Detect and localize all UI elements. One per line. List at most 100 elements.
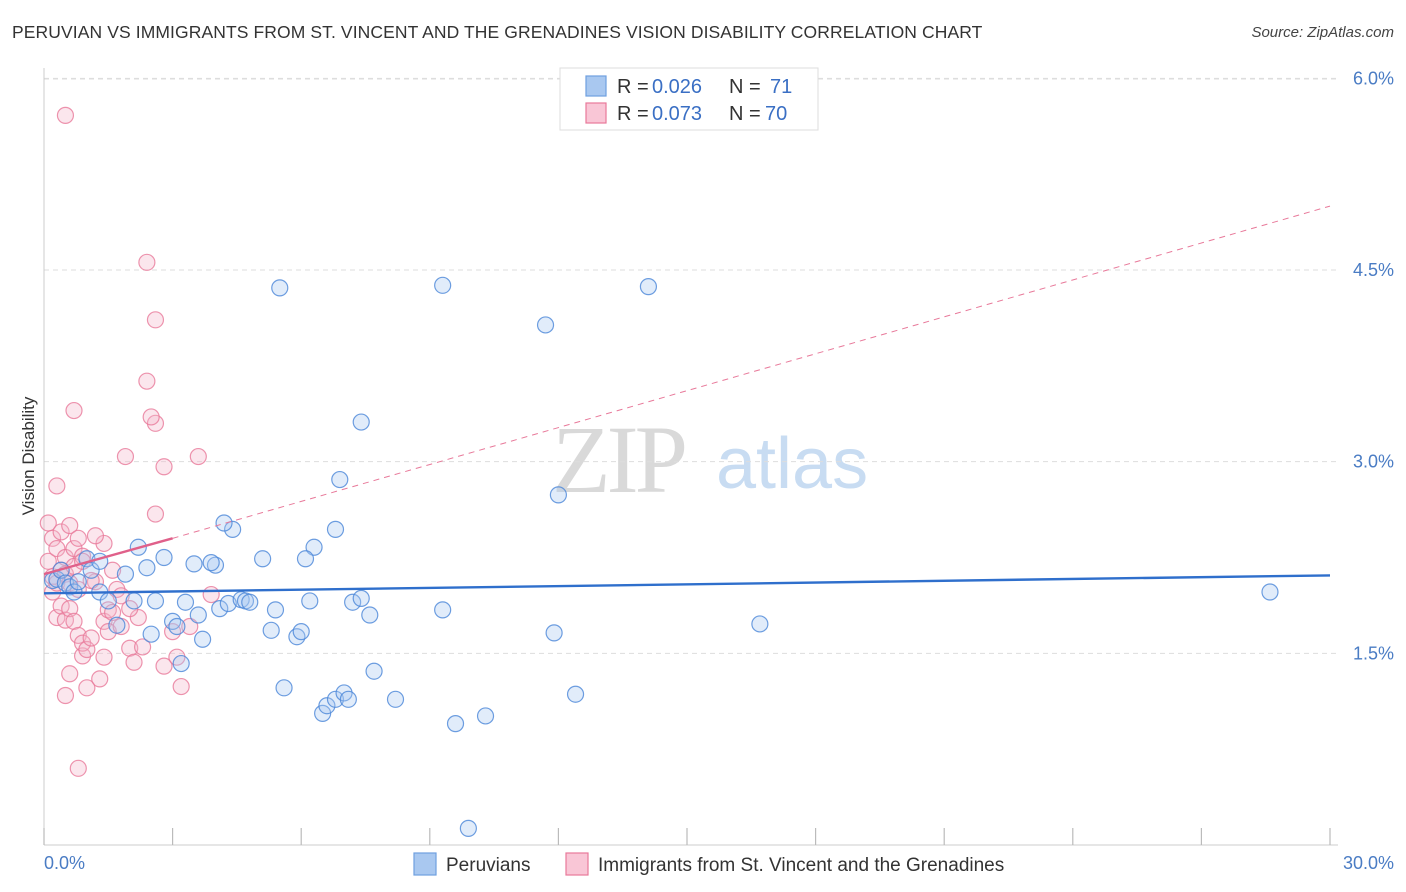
immigrants-point-47 <box>138 372 156 390</box>
watermark: ZIP atlas <box>552 406 868 513</box>
peruvians-point-24 <box>185 555 203 573</box>
peruvians-point-67 <box>639 278 658 296</box>
stats-n-value-blue: 71 <box>770 76 792 98</box>
peruvians-point-23 <box>176 593 195 611</box>
peruvians-point-41 <box>305 538 323 556</box>
peruvians-point-56 <box>545 624 563 642</box>
immigrants-point-62 <box>82 571 100 590</box>
axes <box>43 68 1338 846</box>
immigrants-point-69 <box>61 665 79 683</box>
immigrants-point-56 <box>202 585 220 604</box>
immigrants-point-19 <box>61 600 79 618</box>
legend-label-peruvians: Peruvians <box>446 855 531 876</box>
x-tick-label-min: 0.0% <box>44 853 85 873</box>
immigrants-point-57 <box>146 311 165 329</box>
immigrants-point-18 <box>61 574 79 592</box>
peruvians-point-26 <box>194 630 212 648</box>
peruvians-point-22 <box>172 654 190 673</box>
stats-n-label-pink: N = <box>729 103 761 125</box>
trend-lines <box>43 205 1331 595</box>
immigrants-point-45 <box>129 608 147 627</box>
trend-line-immigrants-extended <box>172 205 1331 539</box>
legend-swatch-peruvians <box>413 852 437 876</box>
peruvians-point-64 <box>271 279 289 297</box>
immigrants-point-24 <box>69 529 87 547</box>
immigrants-point-33 <box>82 629 100 647</box>
peruvians-point-57 <box>566 685 585 703</box>
peruvians-point-66 <box>536 316 555 334</box>
peruvians-point-37 <box>275 679 293 697</box>
peruvians-point-36 <box>266 601 285 619</box>
immigrants-point-2 <box>43 529 62 547</box>
watermark-atlas: atlas <box>716 424 868 504</box>
peruvians-point-13 <box>116 565 135 583</box>
peruvians-point-34 <box>254 550 272 568</box>
trend-line-peruvians <box>43 574 1331 595</box>
legend-label-immigrants: Immigrants from St. Vincent and the Gren… <box>598 855 1004 876</box>
peruvians-point-6 <box>69 573 87 591</box>
immigrants-point-15 <box>56 686 75 705</box>
immigrants-point-37 <box>99 623 117 641</box>
peruvians-point-46 <box>339 690 357 708</box>
immigrants-point-9 <box>52 523 70 541</box>
stats-box: R = 0.026 N = 71 R = 0.073 N = 70 <box>559 67 819 131</box>
y-axis-title: Vision Disability <box>19 396 38 515</box>
stats-r-label-pink: R = <box>617 103 649 125</box>
immigrants-point-54 <box>181 617 199 636</box>
y-tick-label-2: 4.5% <box>1353 260 1394 280</box>
peruvians-point-25 <box>189 606 207 624</box>
peruvians-point-59 <box>296 550 315 568</box>
peruvians-point-51 <box>386 690 405 708</box>
stats-swatch-blue <box>585 75 607 97</box>
legend-swatch-immigrants <box>565 852 589 876</box>
stats-r-value-pink: 0.073 <box>652 103 702 125</box>
peruvians-point-21 <box>168 617 186 636</box>
peruvians-point-39 <box>292 623 310 641</box>
peruvians-point-60 <box>215 514 233 532</box>
peruvians-point-68 <box>549 486 568 504</box>
peruvians-point-30 <box>224 520 242 538</box>
immigrants-point-49 <box>155 458 173 476</box>
gridlines <box>44 77 1338 654</box>
peruvians-point-14 <box>125 592 143 610</box>
peruvians-point-69 <box>751 615 769 633</box>
peruvians-point-28 <box>211 600 229 618</box>
chart-title: PERUVIAN VS IMMIGRANTS FROM ST. VINCENT … <box>12 22 983 42</box>
immigrants-point-17 <box>61 516 79 535</box>
peruvians-point-11 <box>99 592 117 610</box>
peruvians-point-40 <box>301 592 319 610</box>
immigrants-point-42 <box>116 447 135 466</box>
series-immigrants <box>39 106 220 777</box>
y-tick-label-0: 1.5% <box>1353 643 1394 663</box>
stats-r-label-blue: R = <box>617 76 649 98</box>
source-label: Source: ZipAtlas.com <box>1251 24 1394 41</box>
peruvians-point-29 <box>219 594 237 613</box>
peruvians-point-17 <box>142 625 160 643</box>
peruvians-point-49 <box>361 606 379 624</box>
peruvians-point-43 <box>318 697 336 715</box>
immigrants-point-66 <box>91 670 109 688</box>
immigrants-point-64 <box>103 561 122 579</box>
peruvians-point-62 <box>331 470 349 489</box>
x-ticks <box>43 828 1331 845</box>
immigrants-point-68 <box>133 638 152 656</box>
immigrants-point-6 <box>48 539 66 558</box>
peruvians-point-16 <box>138 559 156 577</box>
peruvians-point-55 <box>476 707 495 725</box>
stats-r-value-blue: 0.026 <box>652 76 702 98</box>
immigrants-point-20 <box>65 401 83 420</box>
peruvians-point-33 <box>241 593 259 611</box>
peruvians-point-47 <box>344 593 362 611</box>
peruvians-point-35 <box>262 621 280 639</box>
y-tick-label-1: 3.0% <box>1353 452 1394 472</box>
y-tick-label-3: 6.0% <box>1353 68 1394 88</box>
immigrants-point-53 <box>172 677 190 696</box>
peruvians-point-50 <box>365 662 383 680</box>
immigrants-point-44 <box>125 653 143 671</box>
stats-n-label-blue: N = <box>729 76 761 98</box>
legend: Peruvians Immigrants from St. Vincent an… <box>413 852 1004 876</box>
watermark-zip: ZIP <box>552 406 685 513</box>
peruvians-point-8 <box>82 561 100 579</box>
peruvians-point-48 <box>352 589 370 607</box>
peruvians-point-52 <box>434 601 452 619</box>
